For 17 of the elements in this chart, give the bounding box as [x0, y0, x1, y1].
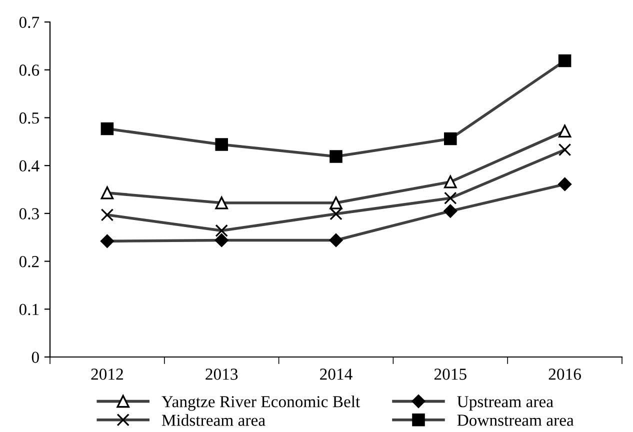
legend-label: Midstream area — [162, 414, 266, 426]
y-tick-label: 0.1 — [19, 304, 39, 316]
x-tick-label: 2013 — [206, 368, 238, 380]
y-tick-label: 0 — [32, 352, 39, 363]
y-tick-label: 0.2 — [19, 256, 39, 268]
legend-label: Upstream area — [457, 396, 554, 411]
x-tick-label: 2016 — [548, 368, 581, 380]
y-tick-label: 0.4 — [19, 160, 40, 172]
y-tick-label: 0.7 — [19, 16, 40, 28]
x-tick-label: 2015 — [434, 368, 466, 380]
y-tick-label: 0.6 — [19, 64, 40, 76]
legend-label: Downstream area — [457, 414, 574, 426]
x-tick-label: 2012 — [91, 368, 123, 380]
x-tick-label: 2014 — [320, 368, 352, 380]
y-tick-label: 0.5 — [19, 112, 39, 124]
legend-label: Yangtze River Economic Belt — [162, 396, 360, 411]
y-tick-label: 0.3 — [19, 208, 39, 220]
